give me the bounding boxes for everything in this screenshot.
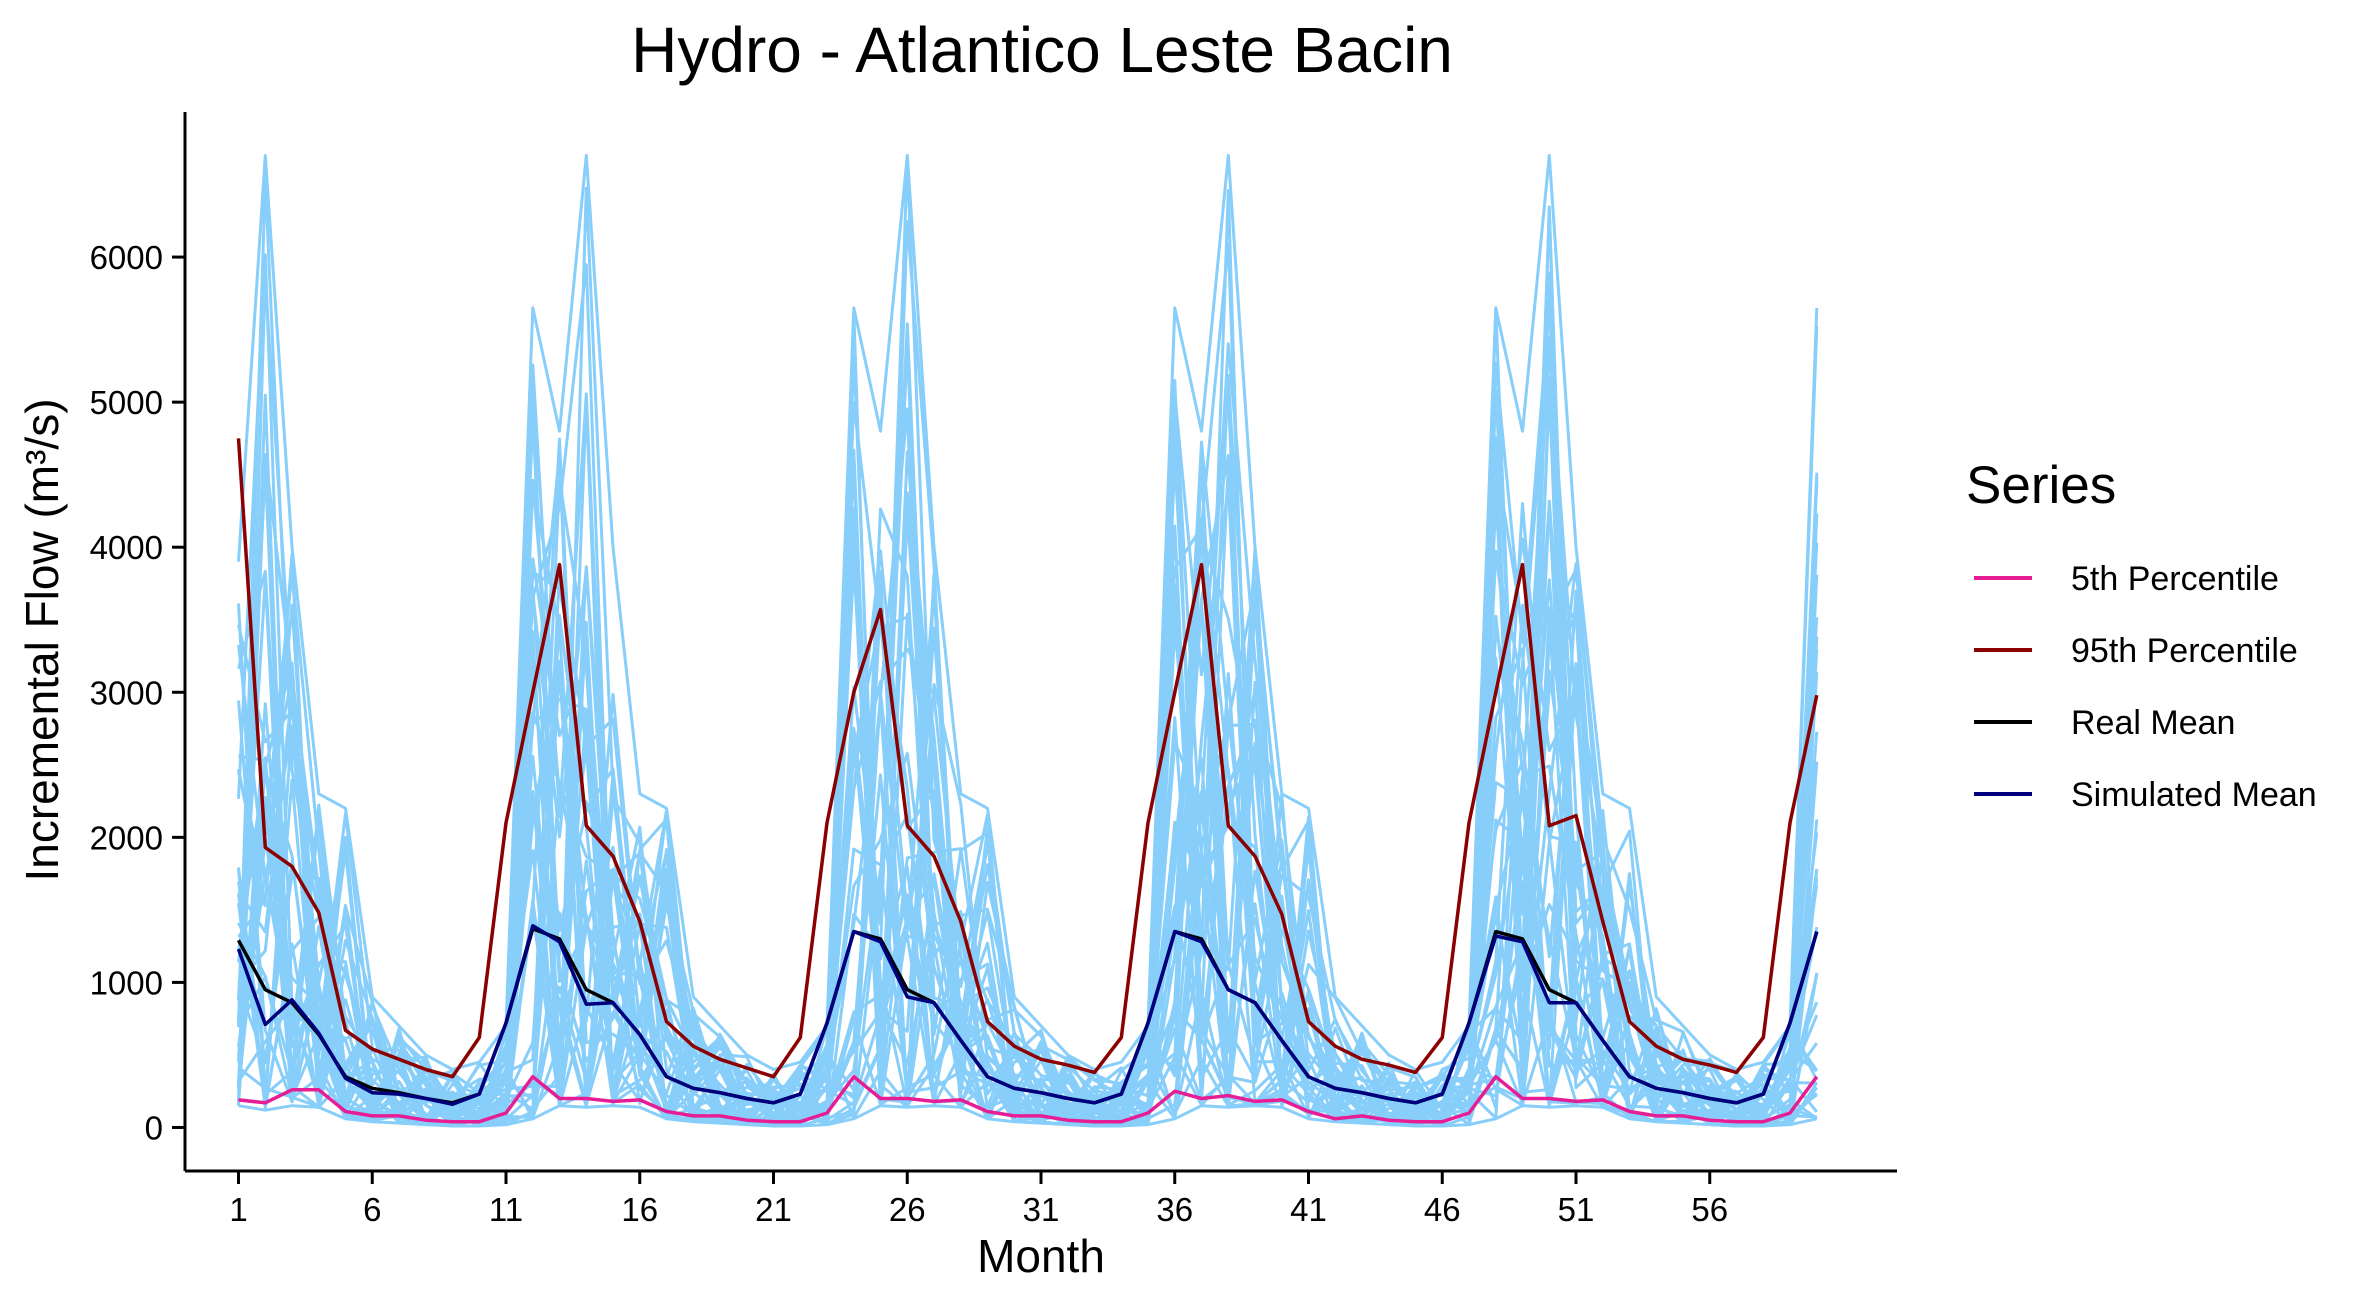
- x-axis-ticks: 1 6 11 16 21 26 31 36 41 46 51 56: [229, 1171, 1728, 1228]
- y-tick-label: 1000: [90, 964, 163, 1001]
- scenario-line: [237, 179, 1819, 1127]
- legend-label: 95th Percentile: [2071, 632, 2298, 670]
- series-line-95th-percentile: [236, 438, 1819, 1079]
- scenario-line: [237, 376, 1818, 1128]
- legend-title: Series: [1966, 456, 2116, 515]
- x-tick-label: 21: [755, 1191, 792, 1228]
- legend-label: Simulated Mean: [2071, 776, 2317, 814]
- scenario-lines: [237, 154, 1819, 1128]
- x-tick-label: 36: [1156, 1191, 1193, 1228]
- x-tick-label: 51: [1558, 1191, 1595, 1228]
- scenario-line: [237, 463, 1817, 1128]
- legend: Series 5th Percentile 95th Percentile Real…: [1966, 456, 2317, 814]
- scenario-line: [237, 205, 1819, 1128]
- x-tick-label: 41: [1290, 1191, 1327, 1228]
- y-tick-label: 2000: [90, 819, 163, 856]
- scenario-line: [238, 437, 1819, 1128]
- x-axis-title: Month: [977, 1230, 1105, 1282]
- scenario-line: [237, 456, 1819, 1127]
- x-tick-label: 26: [889, 1191, 926, 1228]
- y-tick-label: 0: [145, 1109, 163, 1146]
- x-tick-label: 56: [1691, 1191, 1728, 1228]
- y-axis-ticks: 0 1000 2000 3000 4000 5000 6000: [90, 239, 185, 1146]
- x-tick-label: 16: [621, 1191, 658, 1228]
- y-tick-label: 6000: [90, 239, 163, 276]
- x-tick-label: 6: [363, 1191, 381, 1228]
- legend-items: 5th Percentile 95th Percentile Real Mean Si…: [1974, 560, 2317, 814]
- scenario-line: [237, 436, 1819, 1128]
- legend-label: 5th Percentile: [2071, 560, 2279, 598]
- y-tick-label: 4000: [90, 529, 163, 566]
- y-axis-title: Incremental Flow (m³/s): [16, 398, 68, 881]
- x-tick-label: 1: [229, 1191, 247, 1228]
- y-tick-label: 5000: [90, 384, 163, 421]
- y-tick-label: 3000: [90, 674, 163, 711]
- legend-label: Real Mean: [2071, 704, 2235, 742]
- x-tick-label: 31: [1023, 1191, 1060, 1228]
- chart-title: Hydro - Atlantico Leste Bacin: [631, 14, 1453, 86]
- x-tick-label: 11: [489, 1191, 523, 1228]
- series-line-simulated-mean: [236, 924, 1819, 1107]
- x-tick-label: 46: [1424, 1191, 1461, 1228]
- series-lines: [236, 438, 1819, 1124]
- series-line-5th-percentile: [238, 1074, 1819, 1124]
